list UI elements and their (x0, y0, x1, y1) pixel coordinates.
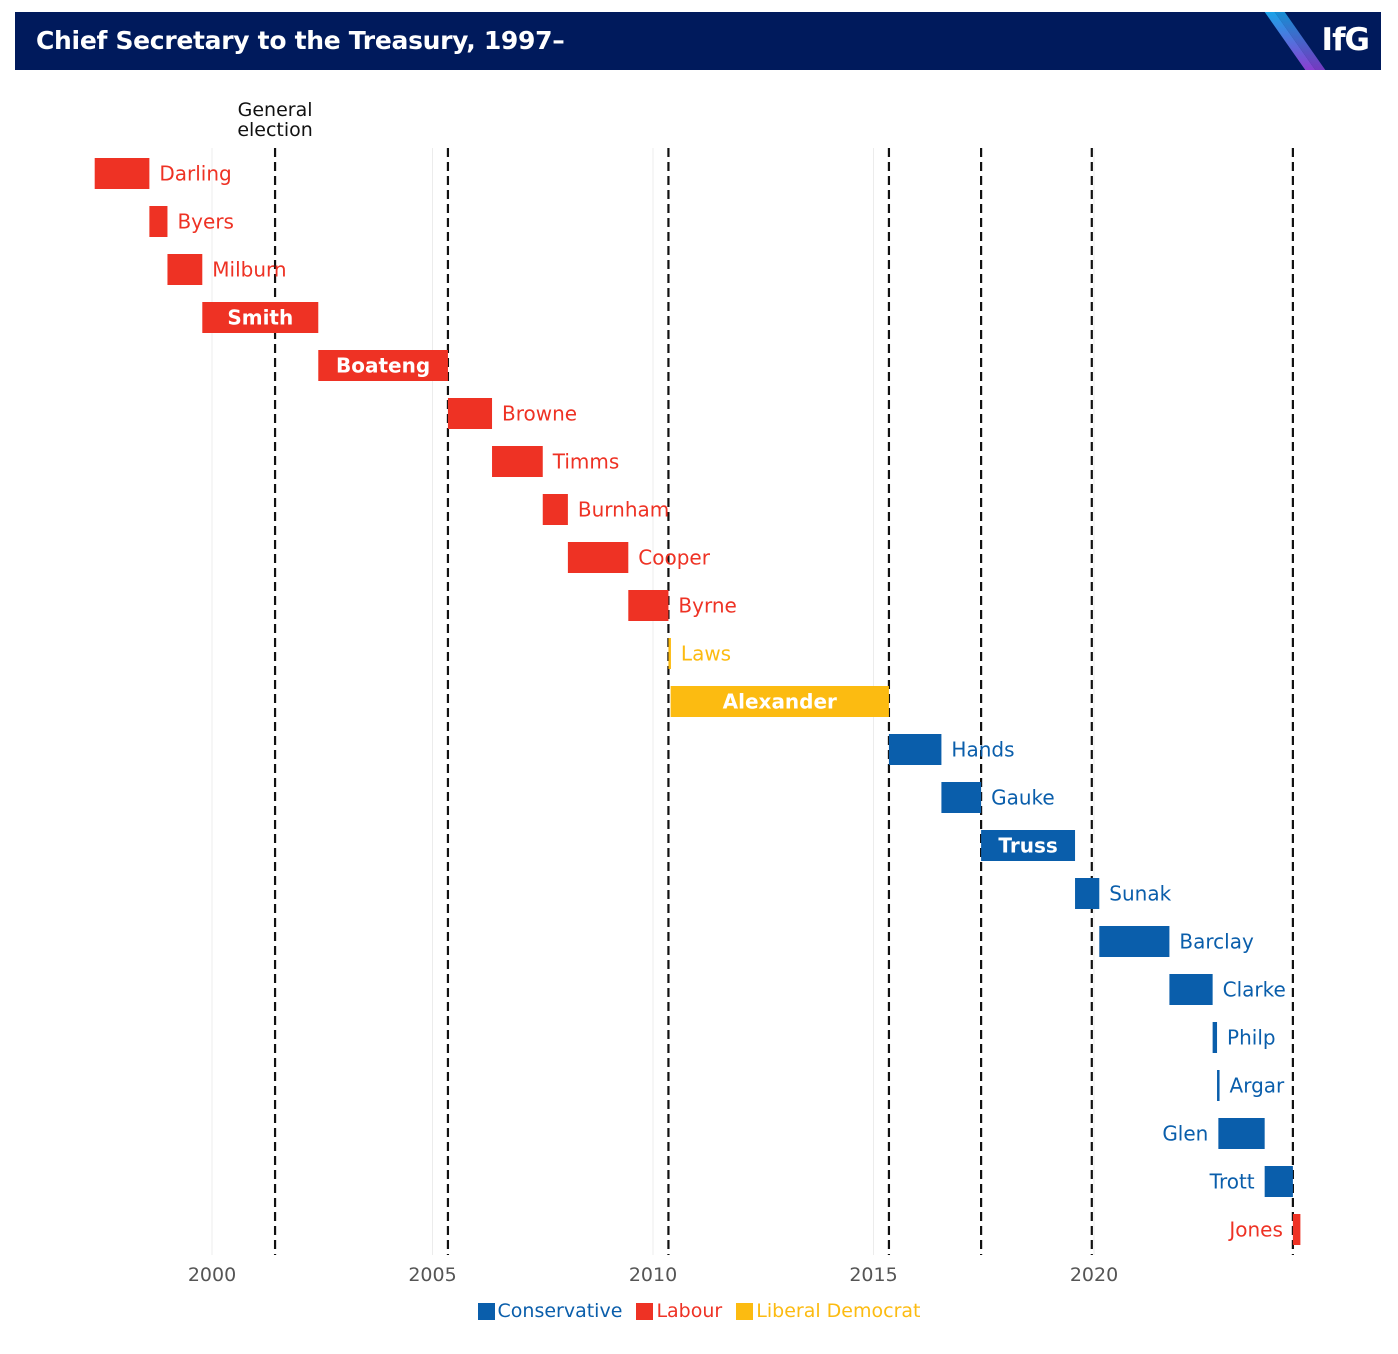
legend-label-liberal-democrat: Liberal Democrat (756, 1300, 921, 1322)
bar-browne (447, 398, 493, 429)
bar-argar (1217, 1070, 1220, 1101)
bar-barclay (1099, 926, 1170, 957)
bar-boateng (318, 350, 448, 381)
bar-label-byers: Byers (177, 210, 234, 234)
bar-label-argar: Argar (1230, 1074, 1286, 1098)
bar-timms (492, 446, 543, 477)
bar-burnham (542, 494, 568, 525)
chart-header: Chief Secretary to the Treasury, 1997– I… (15, 12, 1381, 70)
bar-label-byrne: Byrne (678, 594, 736, 618)
x-tick-label-2010: 2010 (629, 1264, 677, 1286)
bar-clarke (1169, 974, 1213, 1005)
legend-item-labour: Labour (636, 1300, 722, 1322)
bar-byrne (628, 590, 669, 621)
bar-label-clarke: Clarke (1223, 978, 1286, 1002)
legend-swatch-liberal-democrat (736, 1302, 754, 1320)
bar-label-alexander: Alexander (723, 690, 837, 714)
bar-label-gauke: Gauke (991, 786, 1055, 810)
bar-label-browne: Browne (502, 402, 577, 426)
x-tick-label-2020: 2020 (1070, 1264, 1118, 1286)
bar-milburn (167, 254, 203, 285)
bar-label-boateng: Boateng (336, 354, 430, 378)
bar-label-philp: Philp (1227, 1026, 1276, 1050)
bar-label-milburn: Milburn (212, 258, 286, 282)
legend-label-labour: Labour (656, 1300, 723, 1322)
bar-label-glen: Glen (1162, 1122, 1208, 1146)
bar-gauke (941, 782, 982, 813)
ifg-logo: IfG (1321, 22, 1370, 58)
bar-truss (981, 830, 1076, 861)
x-tick-label-2005: 2005 (408, 1264, 456, 1286)
bar-sunak (1075, 878, 1100, 909)
x-tick-label-2015: 2015 (849, 1264, 897, 1286)
bar-label-darling: Darling (159, 162, 231, 186)
legend-swatch-conservative (477, 1302, 495, 1320)
bar-hands (888, 734, 942, 765)
bar-byers (149, 206, 168, 237)
legend-item-liberal-democrat: Liberal Democrat (736, 1300, 920, 1322)
chart-title: Chief Secretary to the Treasury, 1997– (36, 26, 565, 55)
bar-alexander (670, 686, 889, 717)
bar-label-timms: Timms (552, 450, 620, 474)
bar-glen (1218, 1118, 1265, 1149)
bar-label-jones: Jones (1227, 1218, 1283, 1242)
election-label-line-2: election (237, 119, 313, 141)
bar-label-barclay: Barclay (1179, 930, 1254, 954)
bar-label-burnham: Burnham (578, 498, 669, 522)
legend-swatch-labour (636, 1302, 654, 1320)
bar-laws (668, 638, 671, 669)
x-tick-label-2000: 2000 (188, 1264, 236, 1286)
bar-label-smith: Smith (227, 306, 293, 330)
bar-label-truss: Truss (998, 834, 1057, 858)
bar-label-cooper: Cooper (638, 546, 710, 570)
bar-label-hands: Hands (951, 738, 1014, 762)
bar-label-laws: Laws (681, 642, 731, 666)
bar-label-trott: Trott (1209, 1170, 1255, 1194)
legend: Conservative Labour Liberal Democrat (0, 1300, 1398, 1325)
legend-label-conservative: Conservative (497, 1300, 623, 1322)
bar-jones (1292, 1214, 1301, 1245)
bar-trott (1264, 1166, 1293, 1197)
election-label-line-1: General (238, 99, 313, 121)
bar-label-sunak: Sunak (1109, 882, 1171, 906)
bar-philp (1212, 1022, 1218, 1053)
legend-item-conservative: Conservative (477, 1300, 623, 1322)
bar-smith (202, 302, 319, 333)
bar-darling (94, 158, 150, 189)
bar-cooper (567, 542, 629, 573)
